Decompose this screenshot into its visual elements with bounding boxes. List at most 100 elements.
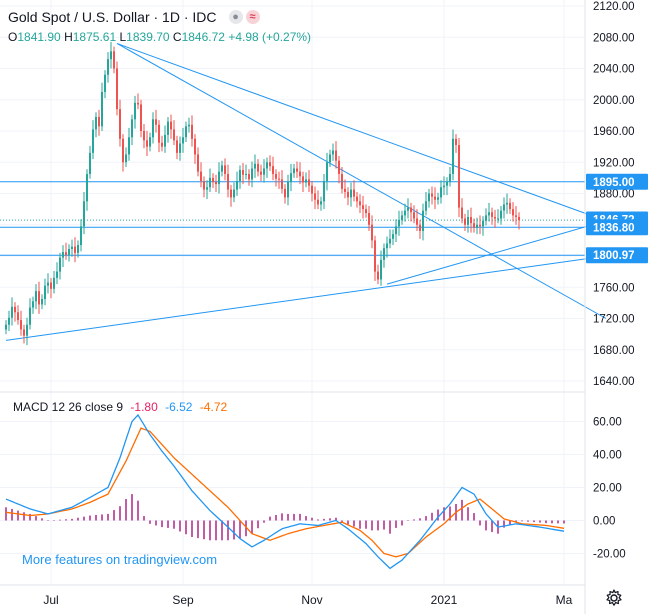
candle-body [68, 248, 70, 256]
candle-body [326, 162, 328, 181]
candle-body [404, 210, 406, 216]
data-delay-icon[interactable]: ≈ [245, 10, 260, 24]
candle [518, 212, 520, 230]
macd-histogram-bar [293, 513, 295, 521]
candle [323, 173, 325, 210]
macd-histogram-bar [305, 516, 307, 521]
macd-histogram-bar [551, 520, 553, 524]
macd-histogram-bar [443, 507, 445, 521]
candle-body [512, 209, 514, 216]
candle [26, 317, 28, 346]
candle-body [209, 177, 211, 188]
promo-link[interactable]: More features on tradingview.com [22, 552, 218, 567]
candle [44, 278, 46, 306]
candle-body [299, 171, 301, 177]
macd-hist-value: -1.80 [130, 400, 158, 414]
candle-body [140, 104, 142, 131]
candle-body [458, 145, 460, 208]
candle [182, 127, 184, 153]
candle [377, 264, 379, 285]
candle [23, 324, 25, 344]
candle-body [266, 162, 268, 169]
candle-body [251, 168, 253, 180]
candle-body [407, 207, 409, 211]
candle [11, 297, 13, 326]
candle [473, 218, 475, 233]
trendline [116, 43, 607, 319]
symbol-title[interactable]: Gold Spot / U.S. Dollar · 1D · IDC [8, 9, 217, 25]
macd-histogram-bar [395, 520, 397, 528]
macd-histogram-bar [419, 518, 421, 521]
price-tick-label: 1920.00 [593, 157, 635, 169]
macd-histogram-bar [221, 520, 223, 541]
candle [326, 152, 328, 191]
candle-body [125, 154, 127, 163]
candle [506, 193, 508, 214]
candle [434, 187, 436, 210]
macd-histogram-bar [41, 518, 43, 521]
macd-histogram-bar [263, 520, 265, 523]
candle [485, 208, 487, 226]
candle-body [20, 320, 22, 330]
candle [446, 177, 448, 196]
macd-histogram-bar [245, 520, 247, 537]
candle [272, 156, 274, 181]
candle-body [425, 201, 427, 211]
candle [221, 160, 223, 177]
candle-body [227, 173, 229, 190]
candle [53, 270, 55, 294]
macd-histogram-bar [539, 520, 541, 523]
price-pane[interactable] [0, 41, 607, 346]
candle [200, 162, 202, 188]
candle [419, 220, 421, 239]
candle-body [419, 224, 421, 231]
macd-histogram-bar [281, 513, 283, 521]
candle-body [401, 215, 403, 221]
candle-body [293, 168, 295, 174]
price-tick-label: 1640.00 [593, 376, 635, 388]
candle [479, 215, 481, 235]
macd-histogram-bar [377, 520, 379, 531]
macd-histogram-bar [431, 512, 433, 521]
candle-body [362, 205, 364, 210]
macd-histogram-bar [23, 512, 25, 521]
candle-body [230, 189, 232, 198]
candle [308, 170, 310, 192]
macd-histogram-bar [503, 520, 505, 528]
candle-body [155, 119, 157, 125]
candle [239, 165, 241, 189]
candle-body [152, 119, 154, 138]
price-tick-label: 2080.00 [593, 32, 635, 44]
candle-body [245, 173, 247, 175]
candle-body [116, 68, 118, 110]
candle-body [500, 210, 502, 219]
macd-tick-label: 40.00 [593, 450, 622, 462]
candle [254, 154, 256, 178]
candle-body [14, 306, 16, 313]
candle [230, 184, 232, 207]
candle-body [89, 152, 91, 174]
market-status-icon[interactable]: ● [228, 10, 243, 24]
candle-body [128, 137, 130, 155]
candle [425, 191, 427, 216]
candle [134, 95, 136, 129]
macd-pane[interactable] [5, 413, 565, 570]
candle [431, 186, 433, 205]
candle [278, 171, 280, 189]
candle [464, 213, 466, 231]
candle-body [248, 173, 250, 180]
candle [197, 147, 199, 177]
candle [17, 305, 19, 325]
candle [101, 82, 103, 131]
macd-histogram-bar [461, 499, 463, 521]
candle [80, 219, 82, 252]
candle-body [377, 271, 379, 280]
macd-histogram-bar [563, 520, 565, 524]
price-tick-label: 1680.00 [593, 345, 635, 357]
macd-histogram-bar [113, 510, 115, 521]
candle-body [431, 193, 433, 197]
gear-icon[interactable] [604, 588, 624, 608]
macd-histogram-bar [209, 520, 211, 541]
candle-body [26, 324, 28, 336]
macd-legend[interactable]: MACD 12 26 close 9 -1.80 -6.52 -4.72 [13, 400, 227, 414]
